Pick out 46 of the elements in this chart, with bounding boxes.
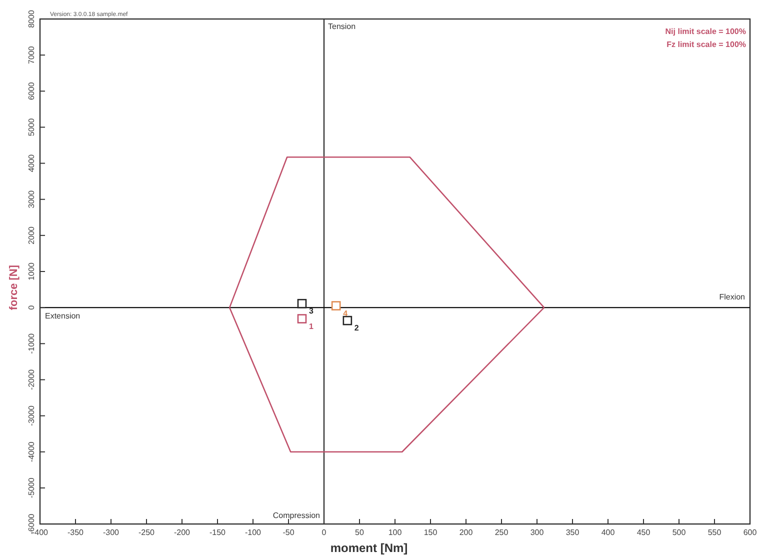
x-tick-label: 450 xyxy=(636,528,651,537)
y-tick-label: -3000 xyxy=(27,405,36,426)
annotation: Fz limit scale = 100% xyxy=(666,40,746,49)
x-tick-label: 150 xyxy=(424,528,438,537)
x-tick-label: 500 xyxy=(672,528,686,537)
annotation: Extension xyxy=(45,312,80,321)
y-tick-label: 3000 xyxy=(27,190,36,208)
x-tick-label: -100 xyxy=(244,528,262,537)
x-tick-label: 600 xyxy=(743,528,758,537)
y-tick-label: 0 xyxy=(27,304,36,310)
y-tick-label: 1000 xyxy=(27,262,36,280)
annotation: Tension xyxy=(328,22,356,31)
y-tick-label: -1000 xyxy=(27,332,36,354)
x-tick-label: 250 xyxy=(494,528,509,537)
y-tick-label: 8000 xyxy=(27,10,36,28)
series-label: 2 xyxy=(354,324,360,333)
y-tick-label: 2000 xyxy=(27,226,36,244)
series-label: 4 xyxy=(343,308,348,318)
x-axis-title: moment [Nm] xyxy=(330,541,408,555)
x-tick-label: -200 xyxy=(174,528,191,537)
y-tick-label: 5000 xyxy=(27,118,36,136)
x-tick-label: -50 xyxy=(282,528,295,537)
x-tick-label: 350 xyxy=(566,528,580,537)
x-tick-label: 300 xyxy=(530,528,544,537)
x-tick-label: -250 xyxy=(138,528,156,537)
series-label: 3 xyxy=(308,306,314,316)
annotation: Flexion xyxy=(719,292,745,302)
x-tick-label: -150 xyxy=(209,528,226,537)
series-label: 1 xyxy=(308,322,314,331)
annotation: Nij limit scale = 100% xyxy=(665,27,746,36)
y-tick-label: 4000 xyxy=(27,154,36,172)
y-axis-title: force [N] xyxy=(8,264,20,310)
x-tick-label: 50 xyxy=(355,528,364,537)
x-tick-label: 400 xyxy=(601,528,616,537)
x-tick-label: 550 xyxy=(708,528,722,537)
x-tick-label: 100 xyxy=(388,528,402,537)
annotation: Compression xyxy=(272,511,320,520)
y-tick-label: 6000 xyxy=(27,82,36,100)
x-tick-label: 200 xyxy=(459,528,474,537)
y-tick-label: 7000 xyxy=(27,46,36,64)
x-tick-label: -300 xyxy=(102,528,120,537)
x-tick-label: 0 xyxy=(322,528,327,537)
y-tick-label: -4000 xyxy=(27,441,36,462)
y-tick-label: -2000 xyxy=(27,368,36,390)
x-tick-label: -350 xyxy=(67,528,84,537)
y-tick-label: -5000 xyxy=(27,477,36,498)
